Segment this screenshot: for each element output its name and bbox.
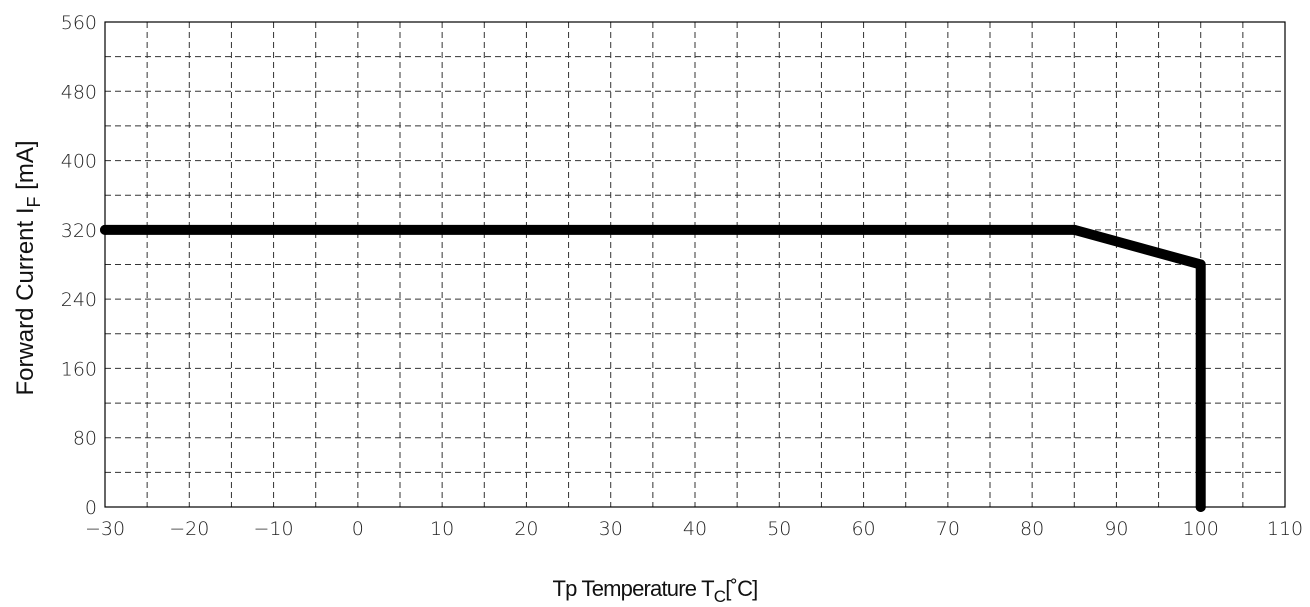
grid xyxy=(105,22,1285,507)
x-tick-label: 80 xyxy=(1020,518,1044,540)
series-layer xyxy=(100,224,1206,512)
x-axis-label-main: Tp Temperature T xyxy=(553,576,715,601)
plot-frame xyxy=(104,21,1286,508)
y-tick-label: 240 xyxy=(61,289,97,311)
y-axis-label-main: Forward Current I xyxy=(12,207,39,395)
x-tick-label: 0 xyxy=(352,518,364,540)
x-tick-label: −20 xyxy=(169,518,209,540)
x-tick-label: 30 xyxy=(599,518,623,540)
curve-vertex xyxy=(1195,502,1206,512)
y-tick-label: 480 xyxy=(61,81,97,103)
y-tick-label: 560 xyxy=(61,12,97,34)
curve-vertex xyxy=(100,224,110,235)
y-tick-labels: 0 80 160 240 320 400 480 560 xyxy=(61,12,97,519)
y-tick-label: 400 xyxy=(61,151,97,173)
x-tick-label: 50 xyxy=(767,518,791,540)
x-axis-label-sub: C xyxy=(714,587,726,606)
y-tick-label: 0 xyxy=(85,497,97,519)
x-tick-label: 40 xyxy=(683,518,707,540)
x-tick-label: 20 xyxy=(514,518,538,540)
y-tick-label: 80 xyxy=(73,428,97,450)
x-axis-label: Tp Temperature TC[˚C] xyxy=(553,576,758,606)
y-tick-label: 320 xyxy=(61,220,97,242)
x-tick-label: 100 xyxy=(1183,518,1219,540)
x-tick-labels: −30 −20 −10 0 10 20 30 40 50 60 70 80 90 100 110 xyxy=(85,518,1303,540)
y-axis-label: Forward Current IF [mA] xyxy=(12,140,44,395)
x-tick-label: 60 xyxy=(851,518,875,540)
x-tick-label: −30 xyxy=(85,518,125,540)
x-tick-label: 110 xyxy=(1267,518,1303,540)
x-tick-label: −10 xyxy=(254,518,294,540)
x-tick-label: 90 xyxy=(1104,518,1128,540)
curve-vertex xyxy=(1069,224,1080,235)
derating-curve xyxy=(100,224,1206,512)
y-axis-label-unit: [mA] xyxy=(12,140,39,196)
x-tick-label: 70 xyxy=(936,518,960,540)
y-tick-label: 160 xyxy=(61,358,97,380)
curve-vertex xyxy=(1195,259,1206,270)
x-tick-label: 10 xyxy=(430,518,454,540)
x-axis-label-unit: [˚C] xyxy=(725,576,757,601)
y-axis-label-sub: F xyxy=(24,196,44,207)
